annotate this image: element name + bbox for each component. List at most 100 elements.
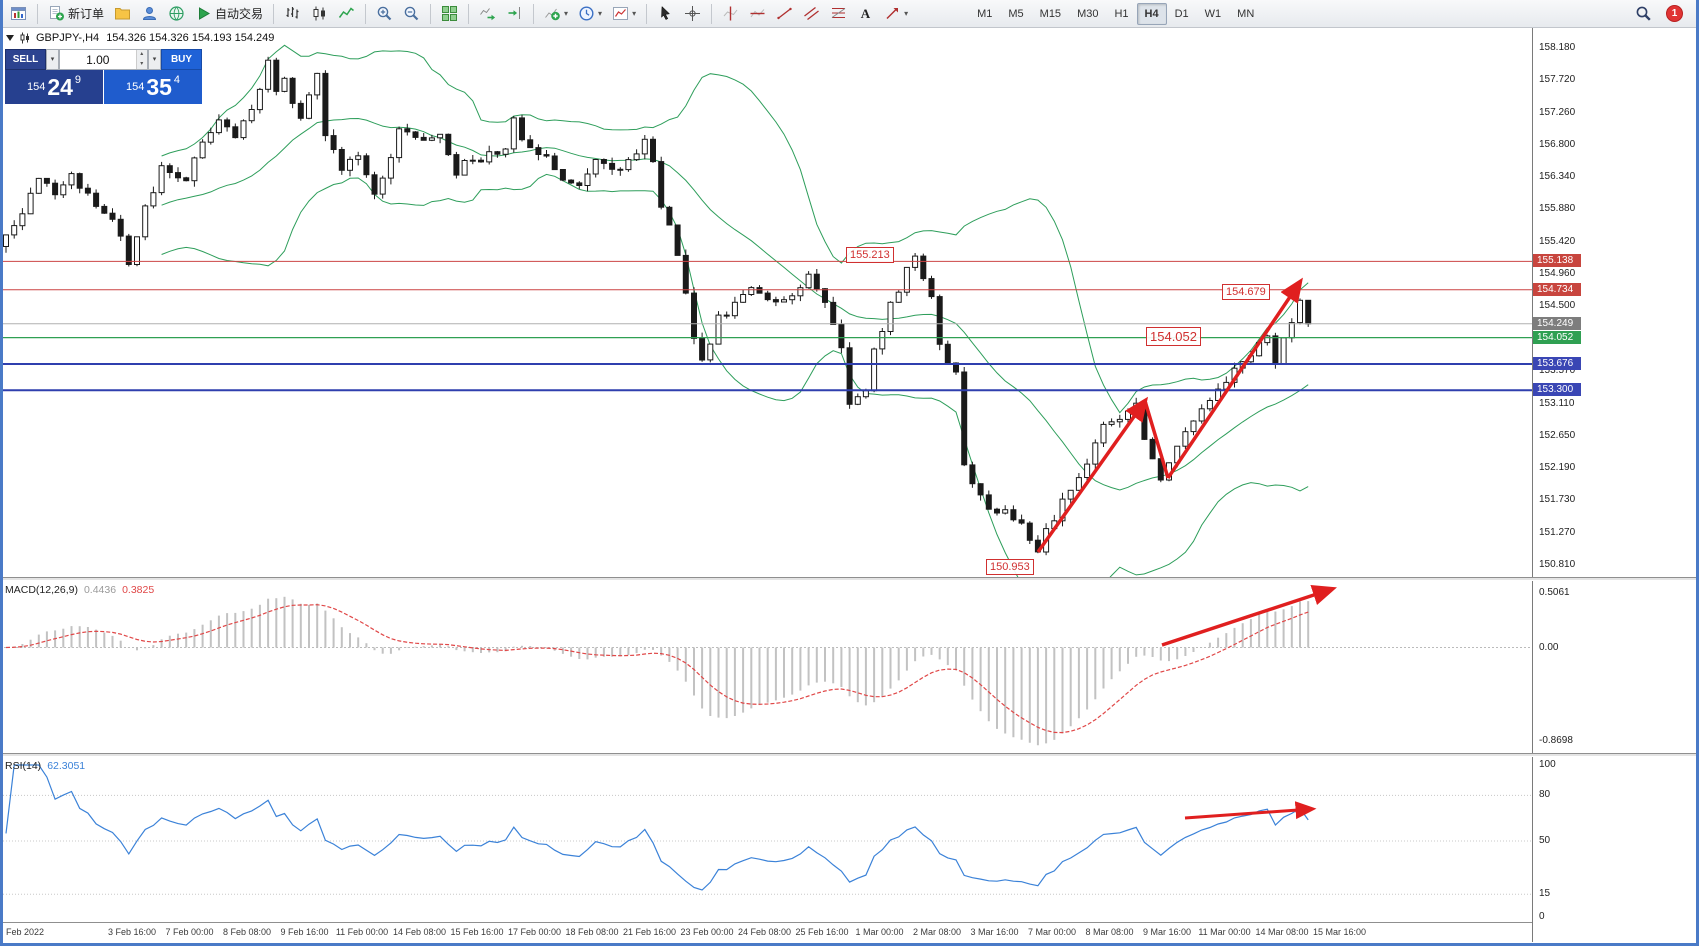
zoom-in-icon (376, 5, 393, 22)
auto-scroll-icon (479, 5, 496, 22)
zoom-in-button[interactable] (372, 2, 397, 26)
buy-price-point: 4 (173, 74, 181, 86)
price-level-badge: 153.676 (1533, 356, 1581, 370)
time-axis-label: 15 Feb 16:00 (450, 927, 504, 937)
sell-button[interactable]: SELL (5, 49, 46, 70)
time-axis-label: 3 Mar 16:00 (970, 927, 1019, 937)
toolbar-buttons: 新订单 自动交易 ▾ ▾ ▾ A ▾ M1 M5 M15 M30 H1 H4 D1 W1 MN (6, 2, 1631, 26)
sell-options-dropdown[interactable]: ▾ (46, 49, 59, 70)
auto-scroll-button[interactable] (475, 2, 500, 26)
chart-window-button[interactable] (6, 2, 31, 26)
timeframe-m5-button[interactable]: M5 (1008, 7, 1024, 20)
fibonacci-button[interactable] (826, 2, 851, 26)
chart-header: GBPJPY-,H4 154.326 154.326 154.193 154.2… (6, 32, 274, 44)
time-axis-label: 3 Feb 16:00 (107, 927, 157, 937)
one-click-collapse-icon[interactable] (6, 35, 14, 41)
buy-button[interactable]: BUY (161, 49, 202, 70)
timeframe-d1-button[interactable]: D1 (1174, 7, 1189, 20)
cursor-button[interactable] (653, 2, 678, 26)
macd-value-main: 0.4436 (83, 584, 117, 596)
panel-divider[interactable] (0, 753, 1699, 757)
window-border (1696, 0, 1699, 946)
period-button[interactable]: ▾ (574, 2, 606, 26)
search-icon (1635, 5, 1652, 22)
time-axis-label: 8 Mar 08:00 (1085, 927, 1134, 937)
auto-trading-button[interactable]: 自动交易 (191, 2, 267, 26)
timeframe-mn-button[interactable]: MN (1237, 7, 1255, 20)
zoom-out-button[interactable] (399, 2, 424, 26)
volume-increase-button[interactable]: ▴ (136, 50, 147, 60)
candlestick-button[interactable] (307, 2, 332, 26)
buy-price-display[interactable]: 154 35 4 (104, 70, 202, 104)
line-chart-button[interactable] (334, 2, 359, 26)
price-scale-label: 154.960 (1539, 267, 1576, 279)
accounts-button[interactable] (137, 2, 162, 26)
timeframe-h1-button[interactable]: H1 (1114, 7, 1129, 20)
time-axis-label: 9 Feb 16:00 (280, 927, 329, 937)
panel-divider[interactable] (0, 577, 1699, 581)
price-annotation[interactable]: 154.679 (1222, 284, 1270, 300)
price-level-badge: 154.734 (1533, 282, 1581, 296)
volume-decrease-button[interactable]: ▾ (136, 59, 147, 69)
volume-input[interactable] (60, 50, 136, 69)
rsi-label: RSI(14) (5, 760, 42, 772)
vertical-line-button[interactable] (718, 2, 743, 26)
price-scale-label: 153.570 (1539, 365, 1576, 377)
rsi-value: 62.3051 (47, 760, 86, 772)
rsi-panel[interactable] (0, 757, 1532, 922)
one-click-prices: 154 24 9 154 35 4 (5, 70, 202, 104)
time-axis[interactable]: Feb 2022 3 Feb 16:00 7 Feb 00:00 8 Feb 08:0… (0, 922, 1532, 942)
time-axis-label: 8 Feb 08:00 (222, 927, 272, 937)
horizontal-line-button[interactable] (745, 2, 770, 26)
candlestick-icon (311, 5, 328, 22)
notification-badge[interactable]: 1 (1666, 5, 1683, 22)
text-button[interactable]: A (853, 2, 878, 26)
sell-price-point: 9 (74, 74, 82, 86)
macd-panel[interactable] (0, 581, 1532, 753)
period-icon (578, 5, 595, 22)
channel-button[interactable] (799, 2, 824, 26)
crosshair-button[interactable] (680, 2, 705, 26)
time-axis-label: 24 Feb 08:00 (737, 927, 792, 937)
new-order-icon (48, 5, 65, 22)
price-annotation[interactable]: 150.953 (986, 559, 1034, 575)
price-scale[interactable]: 158.180 157.720 157.260 156.800 156.340 155.8… (1532, 28, 1699, 942)
timeframe-h4-button[interactable]: H4 (1136, 2, 1167, 25)
one-click-controls: SELL ▾ ▴ ▾ ▾ BUY (5, 49, 202, 70)
timeframe-w1-button[interactable]: W1 (1204, 7, 1222, 20)
new-order-button[interactable]: 新订单 (44, 2, 108, 26)
price-annotation[interactable]: 154.052 (1146, 327, 1201, 346)
accounts-icon (141, 5, 158, 22)
search-button[interactable] (1631, 2, 1656, 26)
price-scale-label: 155.420 (1539, 235, 1576, 247)
chart-shift-button[interactable] (502, 2, 527, 26)
indicators-button[interactable]: ▾ (540, 2, 572, 26)
time-axis-label: 7 Mar 00:00 (1027, 927, 1077, 937)
time-axis-label: 11 Feb 00:00 (335, 927, 389, 937)
tile-windows-button[interactable] (437, 2, 462, 26)
buy-options-dropdown[interactable]: ▾ (148, 49, 161, 70)
timeframe-m15-button[interactable]: M15 (1039, 7, 1062, 20)
window-border (0, 0, 3, 946)
template-button[interactable]: ▾ (608, 2, 640, 26)
macd-scale-label: -0.8698 (1539, 735, 1573, 747)
time-axis-label: 1 Mar 00:00 (855, 927, 904, 937)
bar-chart-button[interactable] (280, 2, 305, 26)
toolbar-separator (37, 3, 38, 24)
main-chart[interactable] (0, 28, 1532, 577)
time-axis-label: 14 Feb 08:00 (392, 927, 447, 937)
macd-value-signal: 0.3825 (122, 584, 155, 596)
crosshair-icon (684, 5, 701, 22)
community-button[interactable] (164, 2, 189, 26)
arrows-button[interactable]: ▾ (880, 2, 912, 26)
chart-symbol-period: GBPJPY-,H4 (36, 32, 100, 44)
volume-stepper: ▴ ▾ (135, 50, 147, 69)
expert-advisors-button[interactable] (110, 2, 135, 26)
trendline-button[interactable] (772, 2, 797, 26)
sell-price-display[interactable]: 154 24 9 (5, 70, 103, 104)
time-axis-label: 11 Mar 00:00 (1198, 927, 1251, 937)
price-scale-label: 156.800 (1539, 138, 1576, 150)
timeframe-m1-button[interactable]: M1 (977, 7, 993, 20)
price-annotation[interactable]: 155.213 (846, 247, 894, 263)
timeframe-m30-button[interactable]: M30 (1077, 7, 1099, 20)
